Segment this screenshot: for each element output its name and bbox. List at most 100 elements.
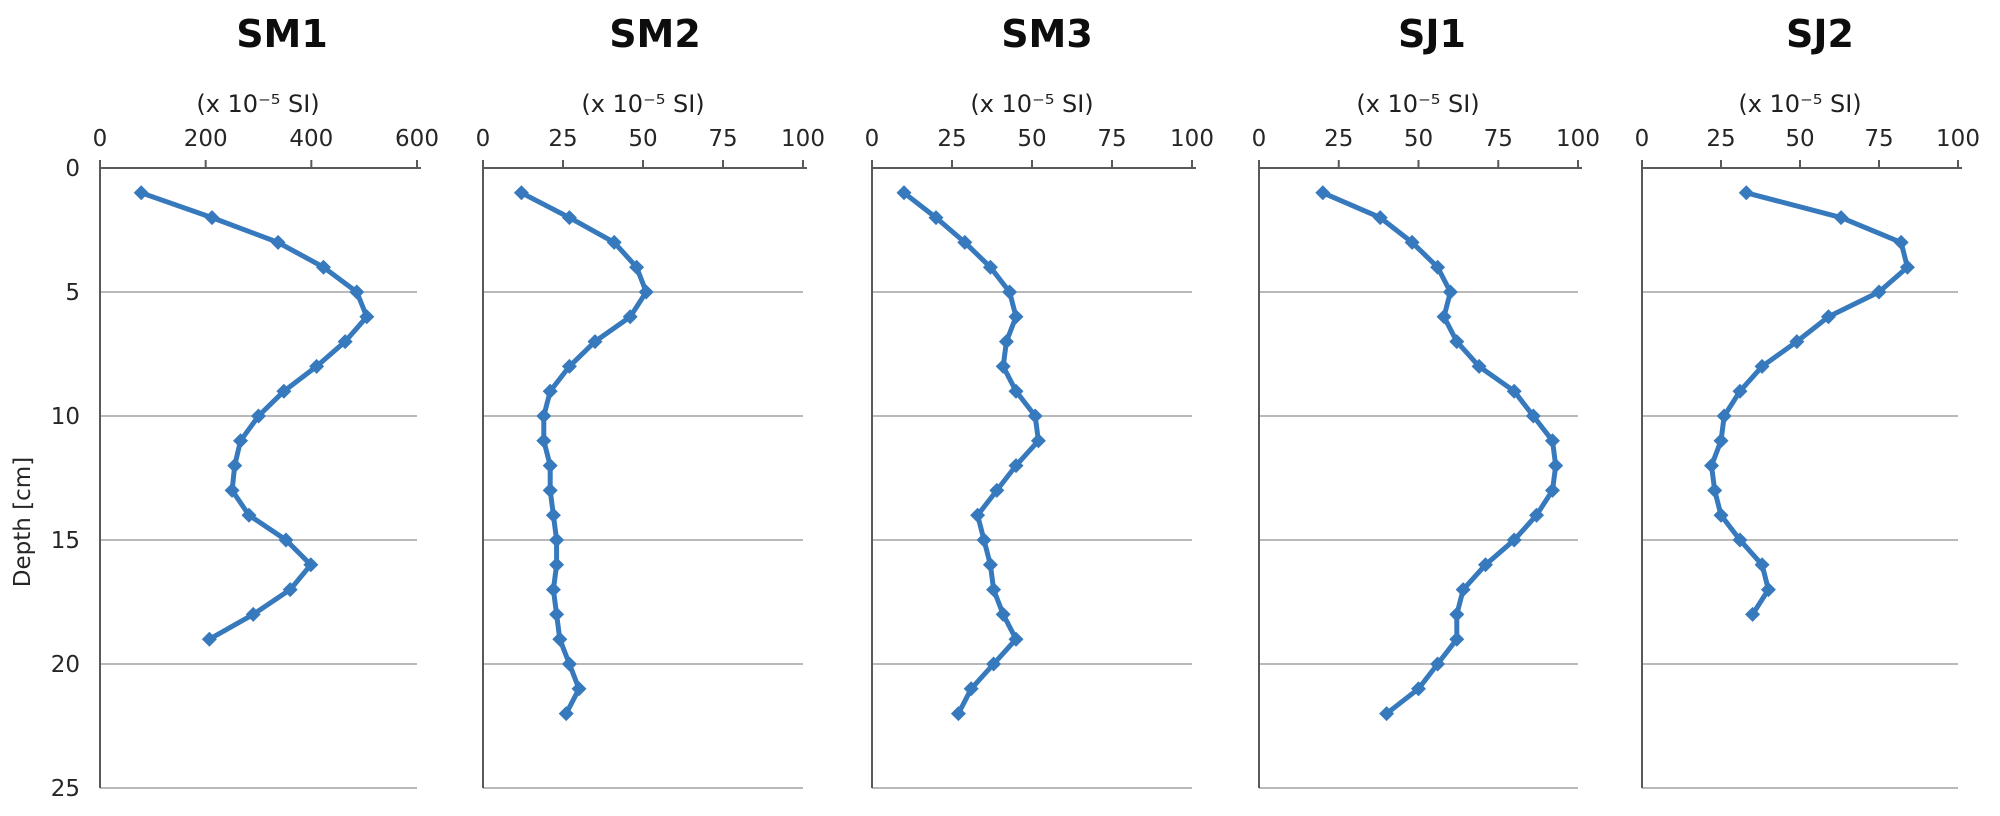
data-point: [1008, 383, 1024, 399]
data-point: [542, 482, 558, 498]
chart-title-sj1: SJ1: [1398, 12, 1466, 56]
x-tick-label: 400: [289, 126, 333, 152]
x-tick-label: 50: [1017, 126, 1046, 152]
data-point: [629, 259, 645, 275]
data-point: [928, 210, 944, 226]
data-point: [359, 309, 375, 325]
data-point: [606, 234, 622, 250]
data-point: [982, 259, 998, 275]
x-tick-label: 75: [1864, 126, 1893, 152]
axes: [1258, 160, 1582, 788]
x-axis-unit-label: (x 10⁻⁵ SI): [1738, 90, 1861, 118]
data-point: [1704, 458, 1720, 474]
data-point: [1760, 582, 1776, 598]
series-SJ1: [1315, 185, 1564, 722]
data-point: [1529, 507, 1545, 523]
data-point: [549, 606, 565, 622]
x-axis-unit-label: (x 10⁻⁵ SI): [1356, 90, 1479, 118]
x-tick-label: 0: [865, 126, 880, 152]
depth-tick-label: 25: [51, 776, 80, 802]
data-point: [1871, 284, 1887, 300]
x-tick-label: 25: [1706, 126, 1735, 152]
data-point: [995, 358, 1011, 374]
x-tick-label: 25: [937, 126, 966, 152]
y-axis-label: Depth [cm]: [10, 457, 36, 587]
x-tick-label: 50: [1785, 126, 1814, 152]
x-axis-unit-label: (x 10⁻⁵ SI): [196, 90, 319, 118]
axes: [871, 160, 1196, 788]
data-point: [998, 334, 1014, 350]
data-point: [1372, 210, 1388, 226]
gridlines: [1259, 291, 1578, 789]
data-point: [1411, 681, 1426, 697]
chart-sm3: SM3 (x 10⁻⁵ SI) 0 25 50 75 100: [865, 12, 1214, 789]
data-point: [1732, 532, 1748, 548]
data-point: [970, 507, 986, 523]
data-point: [1707, 482, 1723, 498]
data-point: [315, 259, 331, 275]
data-point: [227, 458, 243, 474]
data-point: [1008, 458, 1024, 474]
data-point: [1430, 259, 1446, 275]
data-point: [1027, 408, 1043, 424]
data-point: [561, 210, 577, 226]
data-point: [545, 582, 561, 598]
data-point: [1525, 408, 1541, 424]
data-point: [1436, 309, 1452, 325]
x-tick-label: 0: [1635, 126, 1650, 152]
data-point: [549, 557, 565, 573]
data-point: [1833, 210, 1849, 226]
data-point: [270, 234, 286, 250]
data-point: [241, 507, 257, 523]
series-SM2: [513, 185, 654, 722]
axes: [99, 160, 421, 788]
data-point: [276, 383, 292, 399]
data-point: [552, 631, 568, 647]
data-point: [622, 309, 638, 325]
data-point: [1471, 358, 1487, 374]
gridlines: [483, 291, 803, 789]
data-point: [957, 234, 973, 250]
data-point: [1713, 433, 1729, 449]
data-point: [1713, 507, 1729, 523]
x-axis-unit-label: (x 10⁻⁵ SI): [970, 90, 1093, 118]
chart-sm2: SM2 (x 10⁻⁵ SI) 0 25 50 75 100: [476, 12, 825, 789]
data-point: [245, 606, 261, 622]
data-point: [587, 334, 603, 350]
data-point: [1745, 606, 1761, 622]
data-point: [309, 358, 325, 374]
x-tick-label: 50: [628, 126, 657, 152]
data-point: [561, 358, 577, 374]
data-point: [982, 557, 998, 573]
data-point: [1716, 408, 1732, 424]
data-point: [1789, 334, 1805, 350]
data-point: [1893, 234, 1909, 250]
x-tick-label: 0: [93, 126, 108, 152]
gridlines: [872, 291, 1192, 789]
gridlines: [1642, 291, 1958, 789]
data-point: [1404, 234, 1420, 250]
chart-title-sm1: SM1: [236, 12, 328, 56]
data-point: [1008, 309, 1024, 325]
data-point: [1754, 358, 1770, 374]
data-point: [542, 458, 558, 474]
chart-sm1: SM1 (x 10⁻⁵ SI) 0 200 400 600: [93, 12, 439, 789]
x-tick-label: 100: [1936, 126, 1980, 152]
data-point: [561, 656, 577, 672]
plot-area-sm2: 0 25 50 75 100: [476, 126, 825, 789]
data-point: [1449, 631, 1465, 647]
data-point: [545, 507, 561, 523]
data-point: [1754, 557, 1770, 573]
depth-tick-label: 20: [51, 652, 80, 678]
data-point: [1430, 656, 1446, 672]
x-tick-label: 75: [1484, 126, 1513, 152]
x-tick-label: 50: [1404, 126, 1433, 152]
data-point: [278, 532, 294, 548]
x-tick-label: 0: [476, 126, 491, 152]
x-tick-label: 600: [395, 126, 439, 152]
data-point: [1002, 284, 1018, 300]
plot-area-sj1: 0 25 50 75 100: [1252, 126, 1600, 789]
axes: [482, 160, 807, 788]
